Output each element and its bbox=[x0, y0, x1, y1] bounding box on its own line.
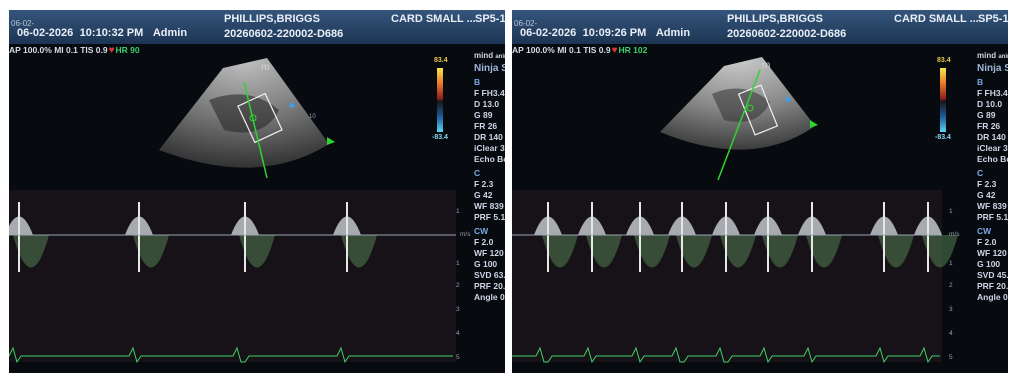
doppler-beat-lower bbox=[341, 235, 377, 268]
probe-name: SP5-1 bbox=[475, 13, 505, 25]
b-mode-title: B bbox=[474, 77, 481, 87]
velocity-unit: m/s bbox=[460, 231, 471, 238]
color-scale-bottom: -83.4 bbox=[935, 134, 951, 141]
heart-rate: HR 90 bbox=[115, 45, 140, 55]
doppler-spectrum-area bbox=[9, 190, 456, 362]
exam-datetime: 06-02-2026 10:09:26 PM Admin bbox=[520, 27, 691, 39]
exam-datetime: 06-02-2026 10:10:32 PM Admin bbox=[17, 27, 188, 39]
date-sub: 06-02- bbox=[514, 19, 538, 28]
doppler-beam-line bbox=[717, 69, 761, 181]
doppler-beat-lower bbox=[922, 235, 958, 268]
heart-icon: ♥ bbox=[108, 45, 115, 56]
exam-preset[interactable]: CARD SMALL ... bbox=[391, 13, 476, 25]
doppler-beat-lower bbox=[634, 235, 670, 268]
velocity-tick: 2 bbox=[456, 282, 460, 289]
patient-name: PHILLIPS,BRIGGS bbox=[224, 13, 320, 25]
color-scale-bottom: -83.4 bbox=[432, 134, 448, 141]
doppler-beat-lower bbox=[806, 235, 842, 268]
doppler-beat-lower bbox=[13, 235, 49, 268]
acoustic-status: AP 100.0% MI 0.1 TIS 0.9♥HR 102 bbox=[512, 45, 648, 56]
doppler-beat-lower bbox=[542, 235, 578, 268]
focus-marker bbox=[810, 120, 818, 128]
b-mode-title: B bbox=[977, 77, 984, 87]
exam-preset[interactable]: CARD SMALL ... bbox=[894, 13, 979, 25]
velocity-tick: 1 bbox=[456, 208, 460, 215]
study-id: 20260602-220002-D686 bbox=[727, 28, 847, 40]
cw-mode-title: CW bbox=[977, 226, 992, 236]
velocity-tick: 5 bbox=[949, 354, 953, 361]
color-scale-bar bbox=[437, 68, 443, 132]
color-roi-box bbox=[237, 92, 283, 144]
preset-name: Ninja S bbox=[977, 63, 1008, 74]
patient-header: 06-02- 06-02-2026 10:10:32 PM Admin PHIL… bbox=[9, 10, 505, 44]
doppler-beat-lower bbox=[239, 235, 275, 268]
svg-text:10: 10 bbox=[309, 114, 316, 120]
doppler-waveforms bbox=[9, 202, 377, 272]
parameter-panel: mind animal Ninja S B F FH3.4D 10.0G 89F… bbox=[977, 50, 1008, 303]
velocity-tick: 3 bbox=[949, 306, 953, 313]
doppler-beat-lower bbox=[878, 235, 914, 268]
heart-icon: ♥ bbox=[611, 45, 618, 56]
focus-marker bbox=[327, 137, 335, 145]
color-scale-top: 83.4 bbox=[434, 57, 448, 64]
study-id: 20260602-220002-D686 bbox=[224, 28, 344, 40]
doppler-beam-line bbox=[243, 81, 268, 179]
color-roi-box bbox=[737, 84, 779, 136]
velocity-tick: 1 bbox=[949, 208, 953, 215]
doppler-beat-lower bbox=[720, 235, 756, 268]
ultrasound-panel-left: 06-02- 06-02-2026 10:10:32 PM Admin PHIL… bbox=[9, 10, 505, 373]
velocity-tick: 1 bbox=[456, 260, 460, 267]
imaging-area[interactable]: m bbox=[512, 10, 1008, 373]
color-mode-title: C bbox=[474, 168, 481, 178]
velocity-tick: 3 bbox=[456, 306, 460, 313]
color-scale-top: 83.4 bbox=[937, 57, 951, 64]
heart-rate: HR 102 bbox=[618, 45, 648, 55]
parameter-panel: mind animal Ninja S B F FH3.4D 13.0G 89F… bbox=[474, 50, 505, 303]
velocity-tick: 2 bbox=[949, 282, 953, 289]
doppler-waveforms bbox=[534, 202, 958, 272]
mindray-logo-icon: mind animal bbox=[474, 51, 505, 60]
ultrasound-panel-right: 06-02- 06-02-2026 10:09:26 PM Admin PHIL… bbox=[512, 10, 1008, 373]
doppler-beat-lower bbox=[133, 235, 169, 268]
imaging-area[interactable]: m 10 bbox=[9, 10, 505, 373]
color-scale-bar bbox=[940, 68, 946, 132]
patient-header: 06-02- 06-02-2026 10:09:26 PM Admin PHIL… bbox=[512, 10, 1008, 44]
velocity-tick: 4 bbox=[456, 330, 460, 337]
sector-mode-label: m bbox=[261, 62, 269, 73]
doppler-beat-lower bbox=[676, 235, 712, 268]
cw-mode-title: CW bbox=[474, 226, 489, 236]
doppler-beat-lower bbox=[762, 235, 798, 268]
ecg-trace bbox=[9, 346, 453, 364]
probe-name: SP5-1 bbox=[978, 13, 1008, 25]
preset-name: Ninja S bbox=[474, 63, 505, 74]
color-mode-title: C bbox=[977, 168, 984, 178]
velocity-tick: 1 bbox=[949, 260, 953, 267]
sample-gate bbox=[746, 104, 754, 112]
velocity-unit: m/s bbox=[949, 231, 960, 238]
patient-name: PHILLIPS,BRIGGS bbox=[727, 13, 823, 25]
acoustic-status: AP 100.0% MI 0.1 TIS 0.9♥HR 90 bbox=[9, 45, 140, 56]
sample-gate bbox=[249, 114, 257, 122]
velocity-tick: 4 bbox=[949, 330, 953, 337]
doppler-beat-lower bbox=[586, 235, 622, 268]
ecg-trace bbox=[512, 346, 940, 364]
mindray-logo-icon: mind animal bbox=[977, 51, 1008, 60]
doppler-beat-upper bbox=[9, 216, 33, 235]
date-sub: 06-02- bbox=[11, 19, 35, 28]
velocity-tick: 5 bbox=[456, 354, 460, 361]
sector-mode-label: m bbox=[762, 60, 770, 71]
